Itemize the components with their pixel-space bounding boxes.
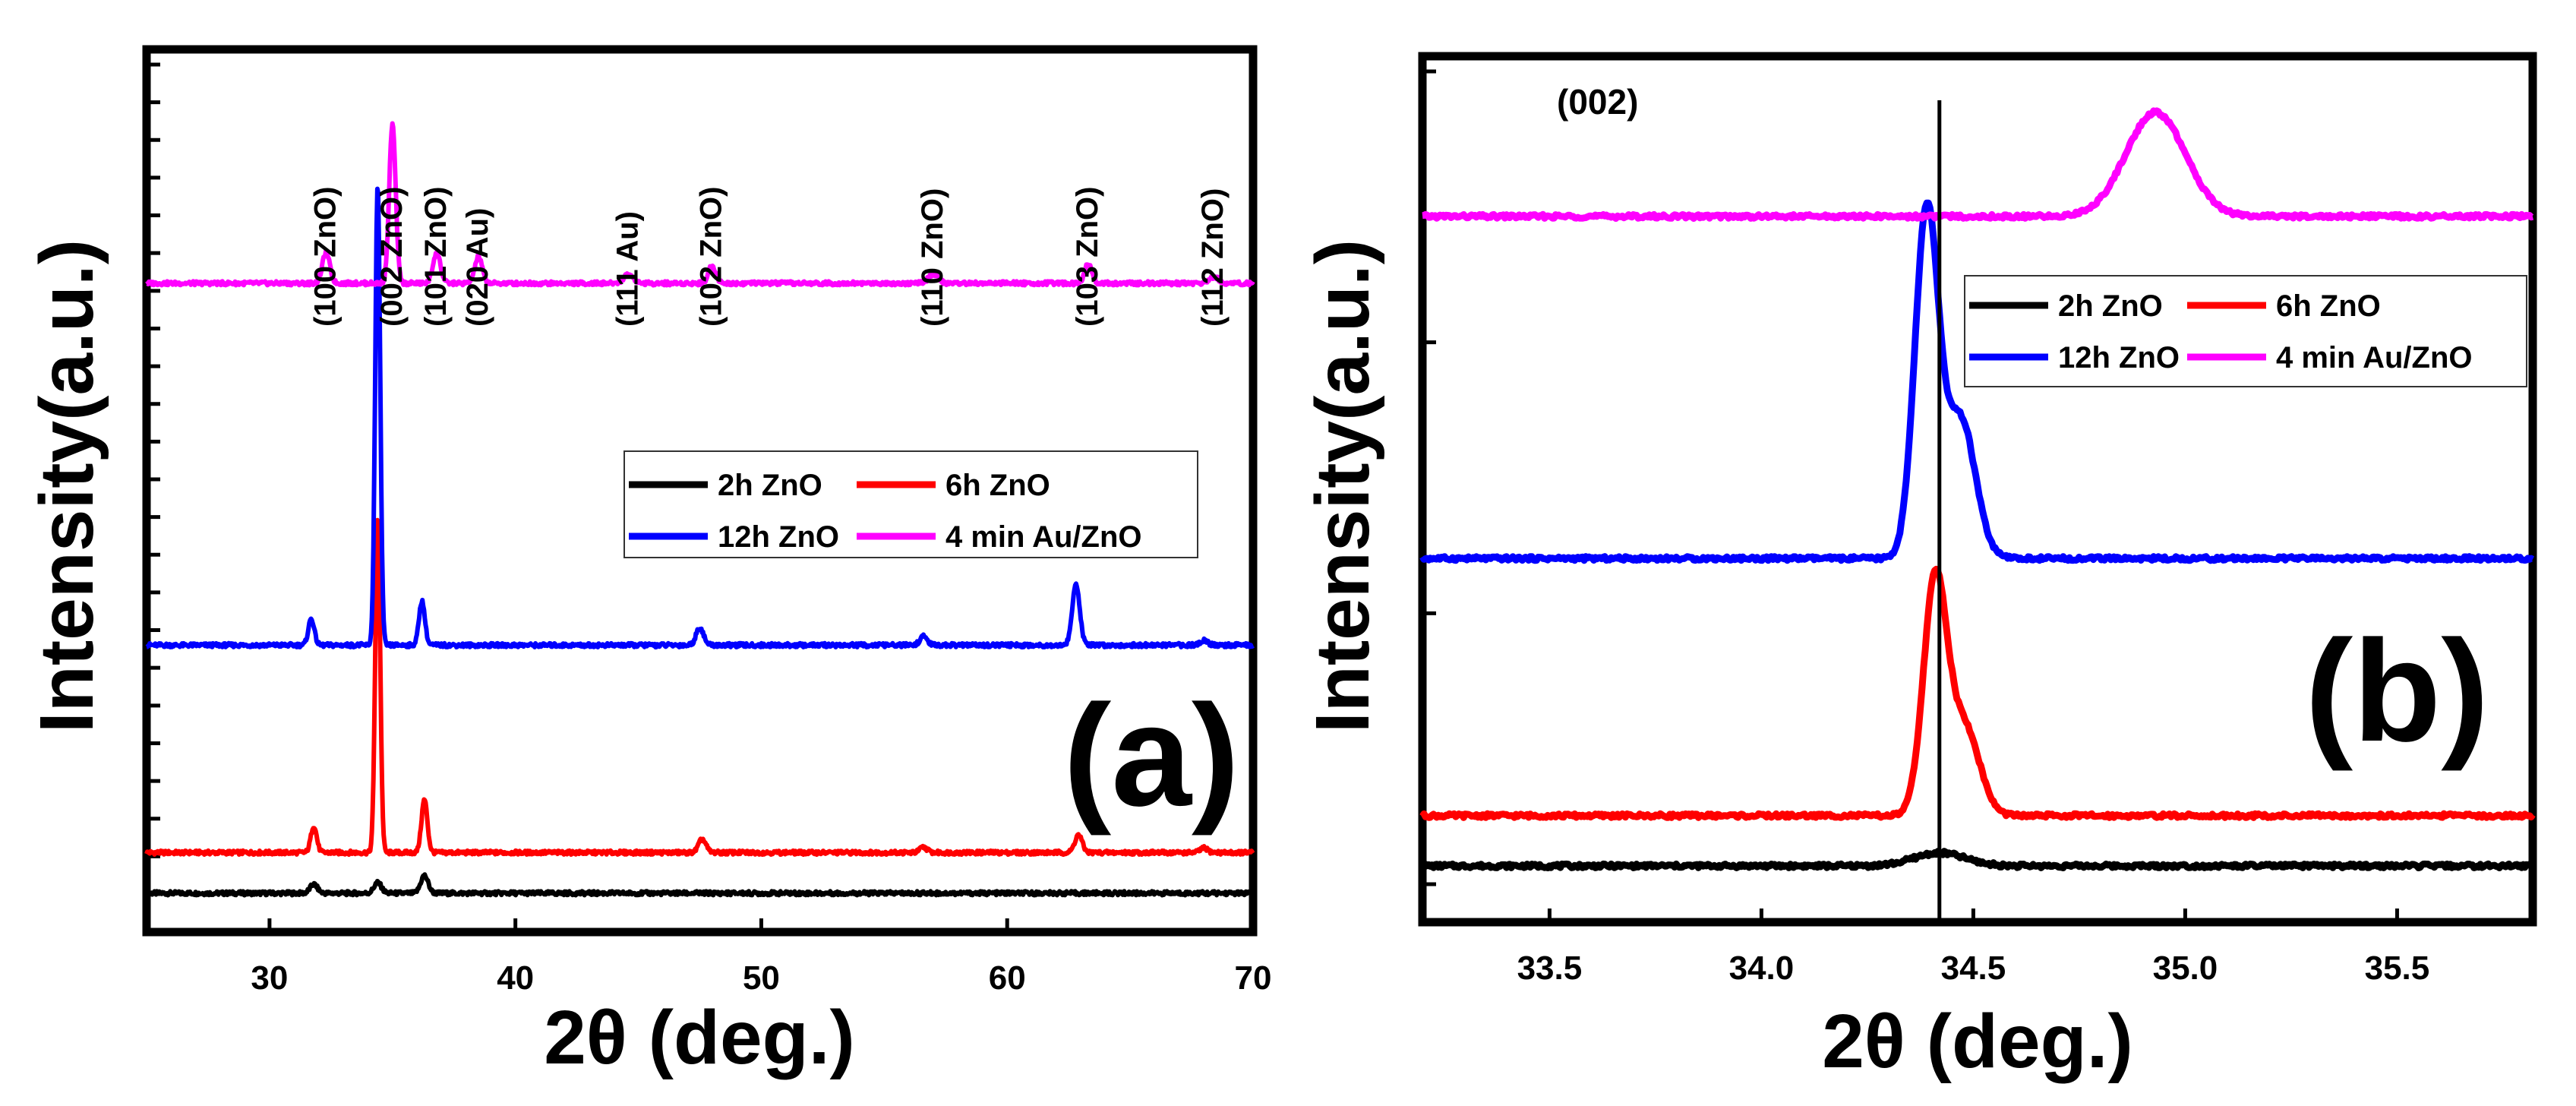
peak-label: (101 ZnO) [419, 187, 453, 327]
legend-a-label-6h: 6h ZnO [945, 469, 1050, 502]
x-tick-label: 35.0 [2153, 950, 2218, 987]
panel-a-y-ticks [147, 62, 160, 896]
x-tick-label: 33.5 [1517, 950, 1583, 987]
panel-a: 30 40 50 60 70 (100 ZnO) (002 ZnO) (101 ZnO) (0… [24, 45, 1271, 1080]
series-line-12h-zno [1419, 199, 2535, 564]
panel-a-x-axis-title: 2θ (deg.) [544, 995, 855, 1080]
panel-b-x-ticks: 33.5 34.0 34.5 35.0 35.5 [1517, 908, 2430, 987]
panel-a-legend-box [623, 450, 1198, 558]
x-tick-label: 60 [989, 959, 1026, 997]
panel-b-series [1419, 107, 2536, 871]
panel-a-x-ticks: 30 40 50 60 70 [251, 918, 1271, 997]
panel-b-x-axis-title: 2θ (deg.) [1822, 999, 2133, 1084]
panel-b-y-ticks [1422, 69, 1436, 886]
panel-b-letter: (b) [2305, 611, 2489, 772]
panel-b-corner-label: (002) [1557, 82, 1638, 122]
x-tick-label: 30 [251, 959, 288, 997]
series-line-2h-zno [1420, 848, 2535, 871]
peak-label: (111 Au) [611, 211, 645, 327]
series-line-12h-zno [145, 186, 1255, 649]
peak-label: (102 ZnO) [695, 187, 728, 327]
peak-label: (100 ZnO) [308, 187, 342, 327]
x-tick-label: 34.5 [1941, 950, 2006, 987]
x-tick-label: 35.5 [2365, 950, 2430, 987]
legend-b-label-2h: 2h ZnO [2058, 289, 2163, 323]
peak-label: (110 ZnO) [916, 188, 949, 327]
series-line-2h-zno [144, 872, 1255, 898]
peak-label: (103 ZnO) [1071, 187, 1104, 327]
panel-a-legend: 2h ZnO 6h ZnO 12h ZnO 4 min Au/ZnO [623, 450, 1198, 558]
series-line-4-min-au-zno [1420, 107, 2535, 222]
legend-b-label-6h: 6h ZnO [2276, 289, 2381, 323]
legend-a-label-au: 4 min Au/ZnO [945, 520, 1142, 554]
x-tick-label: 34.0 [1729, 950, 1795, 987]
series-line-6h-zno [1419, 565, 2536, 821]
series-line-6h-zno [144, 517, 1255, 857]
legend-a-label-2h: 2h ZnO [718, 469, 822, 502]
legend-a-label-12h: 12h ZnO [718, 520, 839, 554]
panel-b-y-axis-title: Intensity(a.u.) [1300, 239, 1385, 733]
peak-label: (002 ZnO) [375, 187, 409, 327]
series-line-4-min-au-zno [145, 121, 1255, 288]
panel-b: 33.5 34.0 34.5 35.0 35.5 2h ZnO 6h ZnO 12h Z… [1300, 52, 2537, 1084]
x-tick-label: 40 [497, 959, 534, 997]
x-tick-label: 70 [1235, 959, 1272, 997]
panel-a-y-axis-title: Intensity(a.u.) [24, 239, 109, 733]
panel-b-frame [1418, 52, 2537, 927]
panel-b-legend: 2h ZnO 6h ZnO 12h ZnO 4 min Au/ZnO [1964, 275, 2527, 387]
panel-a-series [144, 121, 1255, 898]
legend-b-label-12h: 12h ZnO [2058, 341, 2180, 374]
panel-b-legend-box [1964, 275, 2527, 387]
peak-label: (112 ZnO) [1196, 188, 1230, 327]
panel-a-annotations: (100 ZnO) (002 ZnO) (101 ZnO) (020 Au) (111 … [308, 187, 1230, 327]
panel-a-frame [142, 45, 1258, 937]
legend-b-label-au: 4 min Au/ZnO [2276, 341, 2473, 374]
peak-label: (020 Au) [461, 208, 494, 327]
panel-a-letter: (a) [1063, 675, 1239, 836]
x-tick-label: 50 [743, 959, 780, 997]
